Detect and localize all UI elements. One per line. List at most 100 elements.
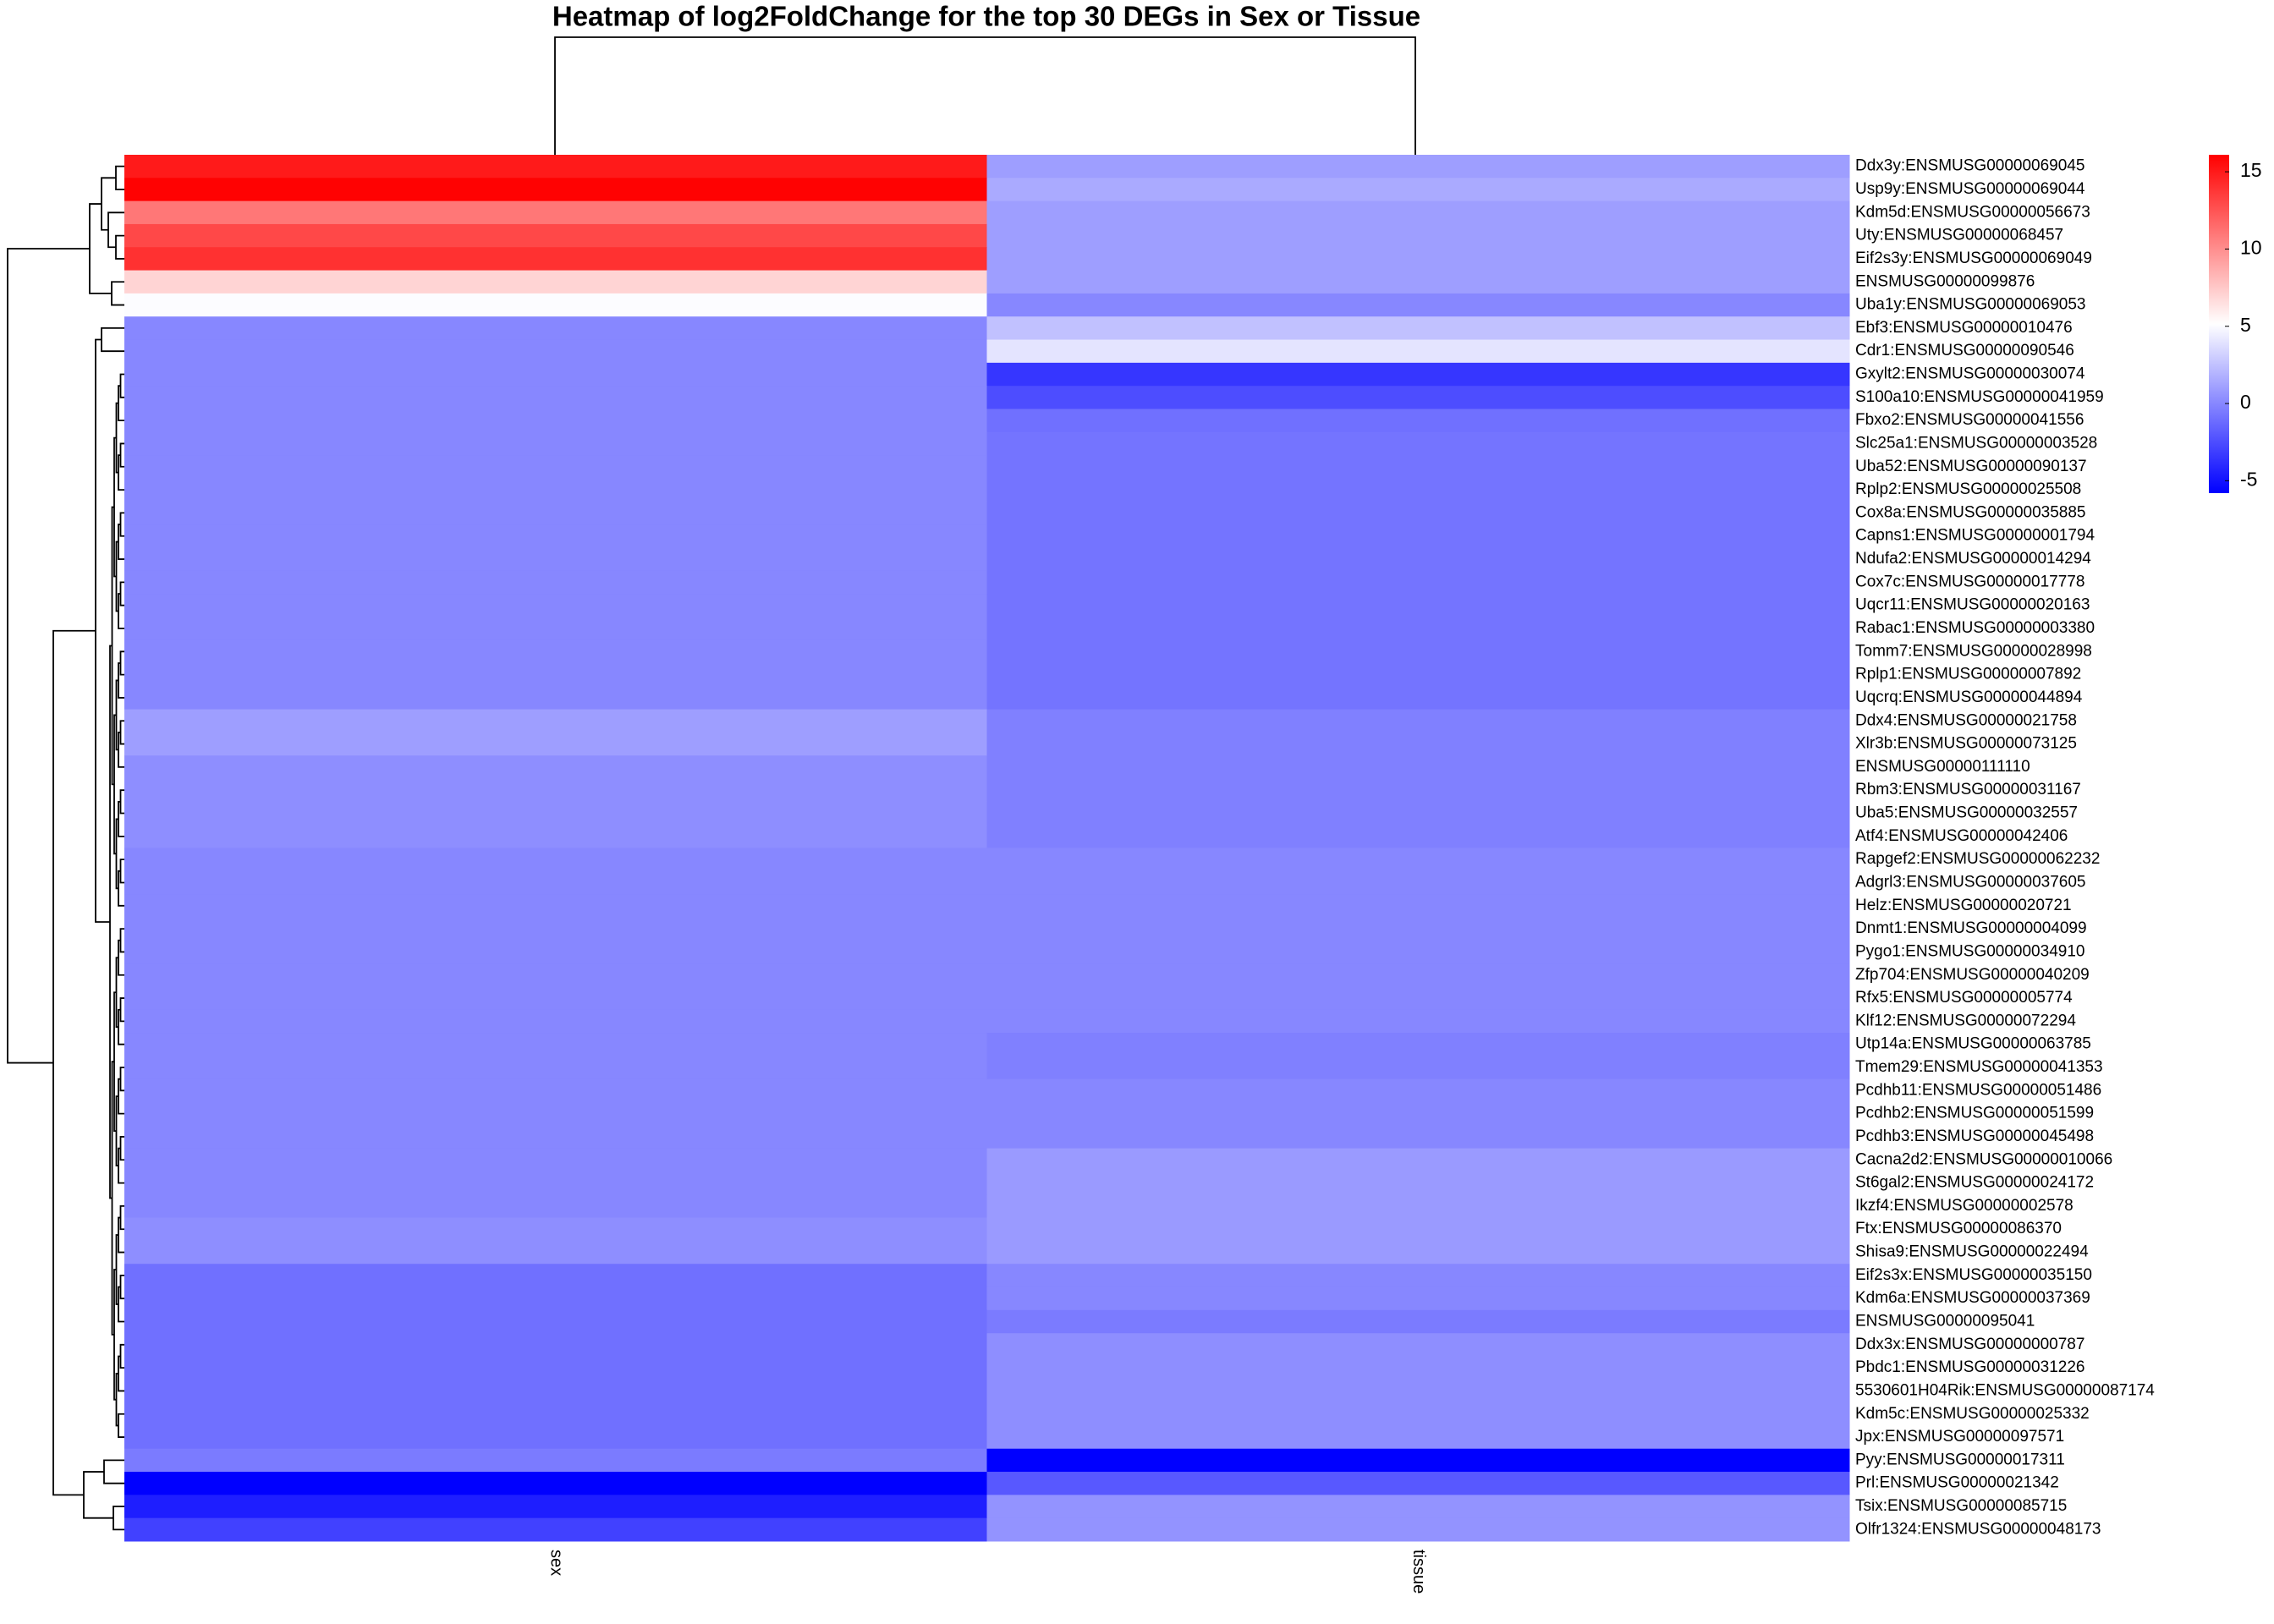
heatmap-cell [124,200,987,225]
row-label: Uqcrq:ENSMUSG00000044894 [1855,689,2083,706]
row-label: Ndufa2:ENSMUSG00000014294 [1855,550,2091,568]
row-label: Pcdhb11:ENSMUSG00000051486 [1855,1081,2101,1099]
heatmap-cell [986,1171,1850,1195]
colorbar [2209,155,2229,493]
heatmap-cell [986,1240,1850,1265]
heatmap-cell [124,639,987,664]
row-label: Prl:ENSMUSG00000021342 [1855,1474,2059,1492]
heatmap-cell [986,1101,1850,1126]
row-label: Dnmt1:ENSMUSG00000004099 [1855,919,2087,937]
dendrogram-branch [113,1506,124,1531]
heatmap-cell [986,293,1850,317]
row-label: Cox8a:ENSMUSG00000035885 [1855,503,2086,521]
row-label: Pbdc1:ENSMUSG00000031226 [1855,1358,2084,1376]
heatmap-cell [124,547,987,572]
heatmap-cell [986,1125,1850,1149]
heatmap-cell [986,524,1850,548]
dendrogram-branch [119,859,124,884]
heatmap-cell [124,386,987,409]
heatmap-cell [986,547,1850,572]
heatmap-cell [986,1356,1850,1380]
heatmap-cell [124,1309,987,1334]
heatmap-cell [124,362,987,387]
row-label: Kdm5d:ENSMUSG00000056673 [1855,203,2090,221]
row-label: Jpx:ENSMUSG00000097571 [1855,1428,2064,1446]
heatmap-cell [986,200,1850,225]
dendrogram-branch [119,1205,124,1231]
row-label: Ikzf4:ENSMUSG00000002578 [1855,1197,2074,1215]
dendrogram-branch [118,385,124,422]
dendrogram-branch [118,1413,124,1438]
heatmap-cell [124,870,987,895]
heatmap-cell [986,270,1850,294]
dendrogram-branch [118,732,124,768]
heatmap-cell [986,362,1850,387]
heatmap-cell [986,501,1850,525]
row-label: S100a10:ENSMUSG00000041959 [1855,388,2104,406]
heatmap-cell [124,223,987,248]
heatmap-cell [986,778,1850,803]
row-label: Kdm5c:ENSMUSG00000025332 [1855,1405,2090,1423]
dendrogram-branch [118,1078,124,1115]
heatmap-cell [124,1472,987,1495]
heatmap-cell [124,1148,987,1172]
heatmap-cell [124,709,987,733]
heatmap-cell [986,1333,1850,1357]
heatmap-cell [124,1495,987,1519]
row-label: Uba52:ENSMUSG00000090137 [1855,458,2087,475]
dendrogram-branch [118,870,124,907]
row-label: Rapgef2:ENSMUSG00000062232 [1855,850,2100,868]
row-label: Rplp2:ENSMUSG00000025508 [1855,480,2081,498]
dendrogram-branch [52,629,96,1496]
heatmap-cell [986,986,1850,1011]
heatmap-cell [986,431,1850,456]
heatmap-cell [124,894,987,918]
heatmap-cell [986,1379,1850,1403]
heatmap-cell [124,431,987,456]
heatmap-cell [124,270,987,294]
row-label: Adgrl3:ENSMUSG00000037605 [1855,873,2086,891]
heatmap-cell [124,1333,987,1357]
heatmap-cell [124,986,987,1011]
row-label: ENSMUSG00000095041 [1855,1313,2035,1330]
heatmap-cell [986,825,1850,848]
heatmap-cell [124,178,987,202]
heatmap-cell [124,1425,987,1450]
row-label: Fbxo2:ENSMUSG00000041556 [1855,411,2084,429]
row-label: Olfr1324:ENSMUSG00000048173 [1855,1520,2101,1538]
row-label: Ddx4:ENSMUSG00000021758 [1855,711,2077,729]
heatmap-cell [986,570,1850,595]
row-label: Atf4:ENSMUSG00000042406 [1855,827,2068,845]
heatmap-cell [986,1033,1850,1056]
colorbar-tick-label: -5 [2240,468,2257,490]
row-label: Rfx5:ENSMUSG00000005774 [1855,989,2073,1007]
heatmap-cell [986,455,1850,479]
heatmap-cell [124,501,987,525]
heatmap-cell [986,1009,1850,1034]
heatmap-cell [986,223,1850,248]
row-label: Tmem29:ENSMUSG00000041353 [1855,1058,2103,1076]
row-label: Pygo1:ENSMUSG00000034910 [1855,942,2084,960]
heatmap-cell [986,247,1850,272]
row-label: Tomm7:ENSMUSG00000028998 [1855,642,2092,660]
row-label: Cacna2d2:ENSMUSG00000010066 [1855,1150,2112,1168]
heatmap-cell [986,1194,1850,1219]
row-label: ENSMUSG00000099876 [1855,272,2035,290]
dendrogram-branch [115,165,124,190]
heatmap-cell [124,755,987,780]
heatmap-cell [124,455,987,479]
heatmap-cell [986,478,1850,502]
row-label: Xlr3b:ENSMUSG00000073125 [1855,735,2077,753]
dendrogram-branch [119,1343,124,1369]
heatmap-cell [986,1517,1850,1542]
row-label: St6gal2:ENSMUSG00000024172 [1855,1174,2094,1192]
heatmap-cell [124,1402,987,1426]
heatmap-cell [124,247,987,272]
heatmap-cell [124,1078,987,1103]
row-label: 5530601H04Rik:ENSMUSG00000087174 [1855,1381,2155,1399]
colorbar-tick-label: 15 [2240,159,2262,181]
heatmap-cell [986,155,1850,178]
row-label: Ddx3x:ENSMUSG00000000787 [1855,1336,2084,1353]
heatmap-cell [986,1264,1850,1288]
heatmap-cell [986,732,1850,756]
